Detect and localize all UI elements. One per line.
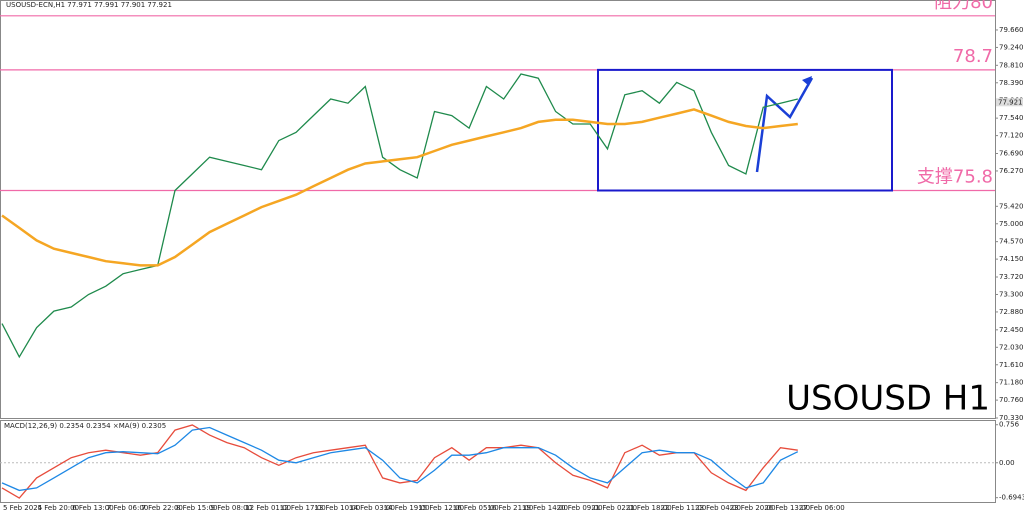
y-tick-label: 0.756 xyxy=(999,421,1020,429)
x-tick-label: 7 Feb 22:00 xyxy=(141,504,182,512)
y-tick-label: 73.300 xyxy=(999,290,1024,298)
x-tick-label: 9 Feb 08:00 xyxy=(211,504,252,512)
x-tick-label: 5 Feb 2024 xyxy=(3,504,43,512)
x-tick-label: 5 Feb 20:00 xyxy=(38,504,79,512)
x-tick-label: 21 Feb 18:00 xyxy=(626,504,672,512)
x-tick-label: 26 Feb 13:00 xyxy=(764,504,810,512)
watermark: USOUSD H1 xyxy=(786,379,990,419)
y-tick-label: 78.810 xyxy=(999,61,1024,69)
y-tick-label: 79.660 xyxy=(999,26,1024,34)
y-tick-label: 78.390 xyxy=(999,79,1024,87)
level-label: 阻力80 xyxy=(934,0,993,13)
y-tick-label: 71.610 xyxy=(999,361,1024,369)
x-tick-label: 14 Feb 19:00 xyxy=(384,504,430,512)
series-line xyxy=(1,424,798,499)
level-label: 支撑75.8 xyxy=(917,167,993,188)
macd-frame xyxy=(0,420,996,503)
series-line xyxy=(1,73,798,359)
series-line xyxy=(1,108,798,267)
x-tick-label: 6 Feb 13:00 xyxy=(72,504,113,512)
x-tick-label: 21 Feb 02:00 xyxy=(591,504,637,512)
y-tick-label: 77.540 xyxy=(999,114,1024,122)
x-tick-label: 14 Feb 03:00 xyxy=(349,504,395,512)
last-price-box xyxy=(996,98,1023,107)
y-tick-label: 70.330 xyxy=(999,414,1024,422)
y-tick-label: 74.150 xyxy=(999,255,1024,263)
x-tick-label: 16 Feb 05:00 xyxy=(453,504,499,512)
x-tick-label: 13 Feb 10:00 xyxy=(314,504,360,512)
main-frame xyxy=(0,0,996,419)
y-tick-label: 79.240 xyxy=(999,43,1024,51)
y-tick-label: 74.570 xyxy=(999,238,1024,246)
y-tick-label: 72.450 xyxy=(999,326,1024,334)
y-tick-label: 72.880 xyxy=(999,308,1024,316)
level-label: 78.7 xyxy=(953,46,993,67)
x-tick-label: 7 Feb 06:00 xyxy=(107,504,148,512)
y-tick-label: 0.00 xyxy=(999,459,1015,467)
chart-title: USOUSD-ECN,H1 77.971 77.991 77.901 77.92… xyxy=(6,1,172,9)
y-tick-label: 76.690 xyxy=(999,149,1024,157)
arrow xyxy=(755,76,814,173)
x-tick-label: 15 Feb 12:00 xyxy=(418,504,464,512)
macd-title: MACD(12,26,9) 0.2354 0.2354 ×MA(9) 0.230… xyxy=(4,422,166,430)
y-tick-label: 73.720 xyxy=(999,273,1024,281)
x-tick-label: 23 Feb 04:00 xyxy=(695,504,741,512)
series-line xyxy=(1,426,799,492)
last-price-label: 77.921 xyxy=(998,98,1023,106)
y-tick-label: 77.120 xyxy=(999,132,1024,140)
x-tick-label: 8 Feb 15:00 xyxy=(176,504,217,512)
y-tick-label: 72.030 xyxy=(999,343,1024,351)
y-tick-label: 75.420 xyxy=(999,202,1024,210)
x-tick-label: 12 Feb 01:00 xyxy=(245,504,291,512)
y-tick-label: 75.000 xyxy=(999,220,1024,228)
y-tick-label: 76.270 xyxy=(999,167,1024,175)
range-box xyxy=(597,68,893,192)
y-tick-label: 70.760 xyxy=(999,396,1024,404)
x-tick-label: 19 Feb 14:00 xyxy=(522,504,568,512)
x-tick-label: 27 Feb 06:00 xyxy=(799,504,845,512)
x-tick-label: 16 Feb 21:00 xyxy=(487,504,533,512)
y-tick-label: -0.6943 xyxy=(999,494,1024,502)
x-tick-label: 23 Feb 20:00 xyxy=(730,504,776,512)
x-tick-label: 22 Feb 11:00 xyxy=(660,504,706,512)
x-tick-label: 12 Feb 17:00 xyxy=(280,504,326,512)
x-tick-label: 20 Feb 09:00 xyxy=(557,504,603,512)
y-tick-label: 71.180 xyxy=(999,379,1024,387)
